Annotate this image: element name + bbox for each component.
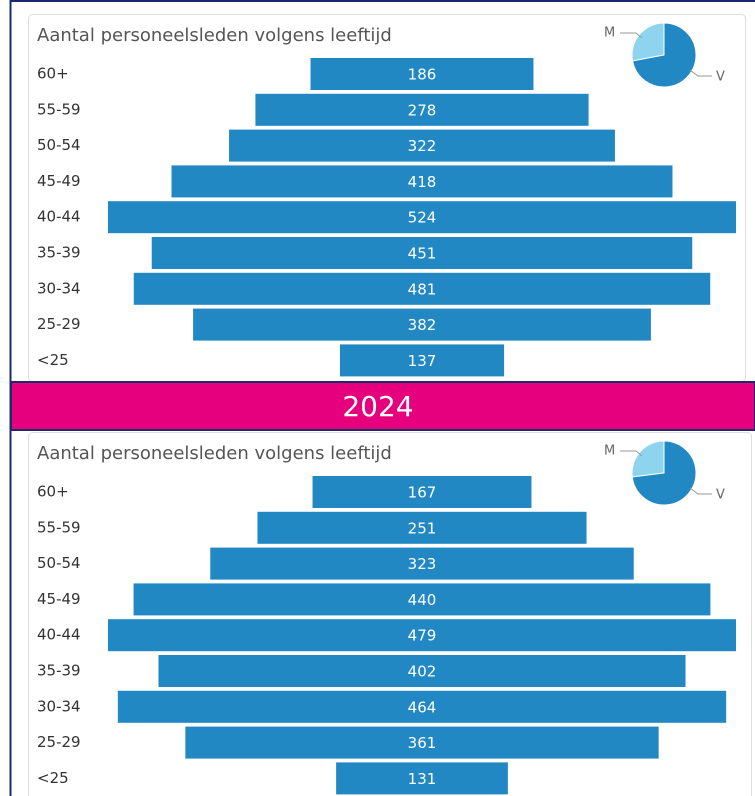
bar: [336, 762, 508, 795]
category-label: 45-49: [37, 172, 81, 190]
value-label: 464: [408, 698, 437, 716]
category-label: 40-44: [37, 208, 81, 226]
value-label: 451: [408, 245, 437, 263]
value-label: 186: [408, 66, 437, 84]
category-label: 40-44: [37, 626, 81, 644]
pie-slice: [631, 440, 697, 506]
value-label: 278: [408, 101, 437, 119]
pie-slice: [631, 22, 697, 88]
leader-line: [620, 32, 643, 39]
category-label: 25-29: [37, 733, 81, 751]
bar: [339, 344, 505, 377]
bar: [158, 655, 686, 687]
category-label: <25: [37, 769, 69, 787]
bar: [210, 547, 634, 580]
category-label: 55-59: [37, 100, 81, 118]
value-label: 322: [408, 137, 437, 155]
category-label: 35-39: [37, 662, 81, 680]
bar: [193, 308, 651, 341]
pie-slice: [631, 440, 665, 478]
value-label: 479: [408, 627, 437, 645]
category-label: 35-39: [37, 244, 81, 262]
bar: [312, 476, 532, 508]
pie-label: M: [604, 444, 615, 459]
bar: [108, 201, 736, 234]
value-label: 167: [408, 484, 437, 502]
bar: [310, 58, 534, 90]
bar: [133, 583, 711, 616]
pie-label: V: [716, 488, 725, 503]
value-label: 323: [408, 555, 437, 573]
category-label: 50-54: [37, 136, 81, 154]
value-label: 481: [408, 280, 437, 298]
pie-label: V: [716, 70, 725, 85]
bar: [229, 129, 615, 162]
bar: [257, 511, 587, 544]
bar: [151, 237, 693, 269]
pie-slice: [631, 22, 665, 62]
banner: [10, 381, 755, 431]
value-label: 131: [408, 770, 437, 788]
value-label: 440: [408, 591, 437, 609]
category-label: 45-49: [37, 590, 81, 608]
banner-text: 2024: [342, 390, 413, 423]
value-label: 137: [408, 352, 437, 370]
value-label: 251: [408, 519, 437, 537]
leader-line: [620, 450, 643, 457]
leader-line: [689, 487, 712, 495]
category-label: 55-59: [37, 518, 81, 536]
category-label: <25: [37, 351, 69, 369]
bar: [171, 165, 673, 198]
chart-title: Aantal personeelsleden volgens leeftijd: [37, 443, 392, 464]
category-label: 60+: [37, 483, 69, 501]
bar: [255, 93, 589, 126]
category-label: 30-34: [37, 279, 81, 297]
bar: [117, 690, 727, 723]
bar: [185, 726, 659, 759]
bar: [108, 619, 736, 652]
value-label: 418: [408, 173, 437, 191]
category-label: 30-34: [37, 697, 81, 715]
value-label: 361: [408, 734, 437, 752]
chart-title: Aantal personeelsleden volgens leeftijd: [37, 25, 392, 46]
leader-line: [689, 69, 712, 77]
pie-label: M: [604, 26, 615, 41]
bar: [133, 272, 711, 305]
value-label: 402: [408, 663, 437, 681]
value-label: 524: [408, 209, 437, 227]
category-label: 60+: [37, 65, 69, 83]
category-label: 50-54: [37, 554, 81, 572]
category-label: 25-29: [37, 315, 81, 333]
value-label: 382: [408, 316, 437, 334]
